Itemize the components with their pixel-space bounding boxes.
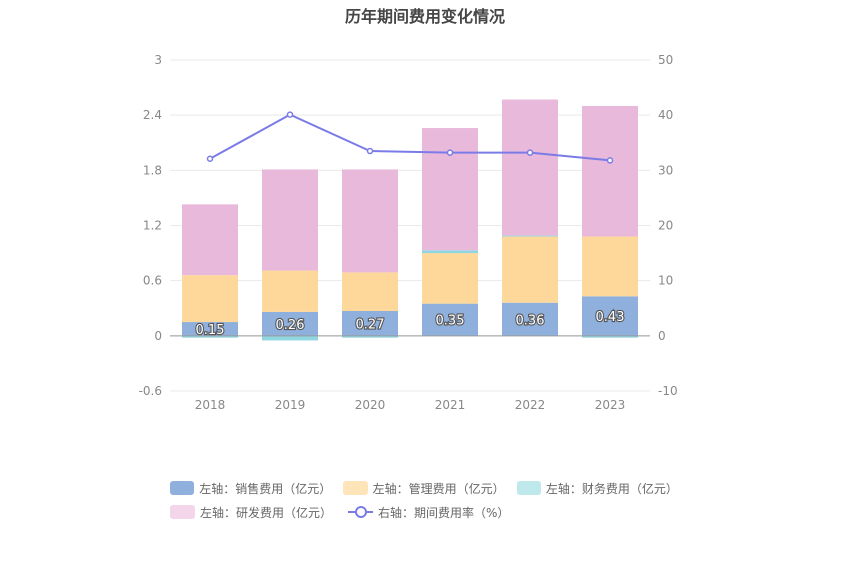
data-label: 0.43 — [596, 310, 625, 325]
bar-segment — [582, 296, 638, 336]
chart-title: 历年期间费用变化情况 — [344, 7, 505, 26]
bar-segment — [502, 99, 558, 236]
x-axis-tick-label: 2019 — [275, 398, 306, 412]
bar-segment — [182, 322, 238, 336]
line-point — [206, 155, 214, 162]
bar-segment — [262, 270, 318, 312]
legend-swatch — [170, 505, 195, 519]
left-axis-tick-label: 1.8 — [143, 163, 162, 177]
left-axis-tick-label: 0.6 — [143, 274, 162, 288]
bar-segment — [502, 236, 558, 303]
x-axis-tick-label: 2021 — [435, 398, 466, 412]
x-axis-tick-label: 2020 — [355, 398, 386, 412]
left-axis-tick-label: 2.4 — [143, 108, 162, 122]
data-label: 0.36 — [516, 313, 545, 328]
right-axis-tick-label: 40 — [658, 108, 673, 122]
data-label: 0.27 — [356, 317, 385, 332]
bar-segment — [422, 128, 478, 251]
data-label: 0.26 — [276, 318, 305, 333]
x-axis-tick-label: 2023 — [595, 398, 626, 412]
legend-item-finance[interactable]: 左轴：财务费用（亿元） — [516, 480, 678, 497]
legend-line-icon — [348, 505, 374, 519]
legend-item-admin[interactable]: 左轴：管理费用（亿元） — [343, 480, 505, 497]
line-point — [366, 147, 374, 155]
legend-swatch — [343, 481, 368, 495]
bar-segment — [422, 253, 478, 304]
right-axis-tick-label: 50 — [658, 53, 673, 67]
legend-swatch — [516, 481, 541, 495]
line-point — [606, 157, 614, 164]
bar-segment — [342, 272, 398, 312]
legend-item-rd[interactable]: 左轴：研发费用（亿元） — [170, 504, 332, 521]
data-label: 0.15 — [196, 323, 225, 338]
bar-segment — [422, 303, 478, 336]
legend-label: 左轴：研发费用（亿元） — [200, 505, 333, 520]
chart-legend: 左轴：销售费用（亿元） 左轴：管理费用（亿元） 左轴：财务费用（亿元） 左轴：研… — [170, 476, 690, 524]
left-axis-tick-label: 0 — [154, 329, 162, 343]
legend-label: 左轴：管理费用（亿元） — [372, 481, 505, 496]
right-axis-tick-label: 30 — [658, 163, 673, 177]
bar-segment — [422, 250, 478, 254]
bar-segment — [502, 235, 558, 237]
bar-segment — [342, 311, 398, 336]
x-axis-tick-label: 2018 — [195, 398, 226, 412]
bar-segment — [262, 335, 318, 341]
bar-segment — [582, 335, 638, 338]
line-point — [446, 149, 454, 156]
legend-item-sales[interactable]: 左轴：销售费用（亿元） — [170, 480, 332, 497]
bar-segment — [342, 335, 398, 338]
right-axis-tick-label: 0 — [658, 329, 666, 343]
bar-segment — [342, 169, 398, 273]
right-axis-tick-label: -10 — [658, 384, 678, 398]
line-point — [526, 149, 534, 156]
left-axis-tick-label: -0.6 — [139, 384, 162, 398]
right-axis-tick-label: 10 — [658, 274, 673, 288]
line-series-path — [209, 113, 611, 162]
bar-segment — [502, 302, 558, 336]
legend-item-expense-ratio[interactable]: 右轴：期间费用率（%） — [348, 504, 509, 521]
x-axis-tick-label: 2022 — [515, 398, 546, 412]
legend-label: 左轴：销售费用（亿元） — [199, 481, 332, 496]
bar-segment — [182, 204, 238, 276]
line-point — [286, 111, 294, 118]
bar-segment — [182, 335, 238, 338]
bar-segment — [262, 169, 318, 271]
data-label: 0.35 — [436, 314, 465, 329]
bar-segment — [262, 311, 318, 336]
bar-segment — [182, 275, 238, 323]
legend-label: 左轴：财务费用（亿元） — [545, 481, 678, 496]
left-axis-tick-label: 1.2 — [143, 219, 162, 233]
bar-segment — [582, 105, 638, 237]
legend-swatch — [170, 481, 195, 495]
left-axis-tick-label: 3 — [154, 53, 162, 67]
legend-label: 右轴：期间费用率（%） — [378, 505, 510, 520]
bar-segment — [582, 236, 638, 297]
right-axis-tick-label: 20 — [658, 219, 673, 233]
